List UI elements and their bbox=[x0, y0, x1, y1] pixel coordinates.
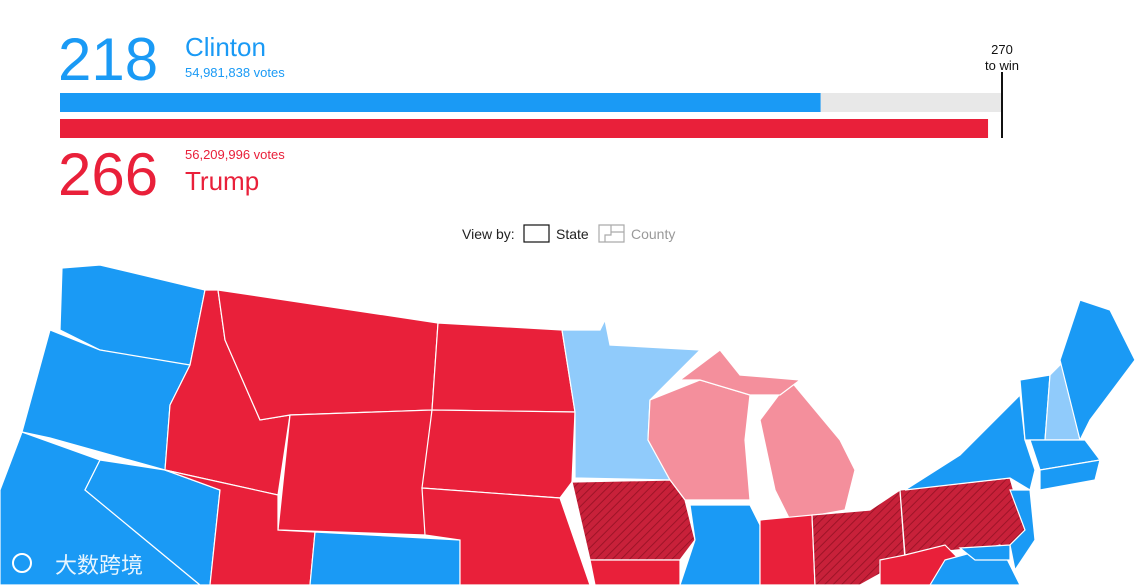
us-map bbox=[0, 264, 1136, 585]
state-nj[interactable] bbox=[1009, 489, 1036, 572]
popular-votes: 56,209,996 votes bbox=[185, 147, 285, 162]
view-option[interactable]: State bbox=[556, 226, 589, 242]
popular-votes: 54,981,838 votes bbox=[185, 65, 285, 80]
view-option[interactable]: County bbox=[631, 226, 675, 242]
state-mi-up[interactable] bbox=[678, 349, 802, 396]
watermark-text: 大数跨境 bbox=[55, 553, 143, 578]
view-toggle: View by: State County bbox=[462, 224, 675, 243]
state-co[interactable] bbox=[309, 531, 461, 585]
state-nd[interactable] bbox=[431, 322, 576, 413]
candidate-name: Trump bbox=[185, 166, 259, 196]
county-icon[interactable] bbox=[598, 224, 625, 243]
state-md[interactable] bbox=[958, 544, 1011, 561]
win-number: 270 bbox=[991, 42, 1013, 57]
state-in[interactable] bbox=[759, 514, 816, 585]
view-by-label: View by: bbox=[462, 226, 515, 242]
state-mo[interactable] bbox=[589, 559, 681, 585]
electoral-bar bbox=[60, 93, 821, 112]
electoral-bar bbox=[60, 119, 989, 138]
state-sd[interactable] bbox=[421, 409, 576, 499]
state-ny[interactable] bbox=[904, 393, 1036, 491]
state-ct-ri[interactable] bbox=[1039, 459, 1101, 491]
watermark-logo bbox=[12, 553, 32, 573]
win-label: to win bbox=[985, 58, 1019, 73]
state-wy[interactable] bbox=[277, 409, 433, 536]
candidate-name: Clinton bbox=[185, 32, 266, 62]
state-ia[interactable] bbox=[571, 479, 696, 561]
state-pa[interactable] bbox=[899, 477, 1026, 556]
electoral-count: 218 bbox=[58, 26, 158, 93]
state-icon[interactable] bbox=[523, 224, 550, 243]
electoral-count: 266 bbox=[58, 141, 158, 208]
watermark: 大数跨境 bbox=[12, 553, 143, 578]
state-ne[interactable] bbox=[421, 487, 591, 585]
state-mt[interactable] bbox=[217, 289, 439, 421]
state-il[interactable] bbox=[679, 504, 761, 585]
state-mi[interactable] bbox=[759, 379, 856, 521]
